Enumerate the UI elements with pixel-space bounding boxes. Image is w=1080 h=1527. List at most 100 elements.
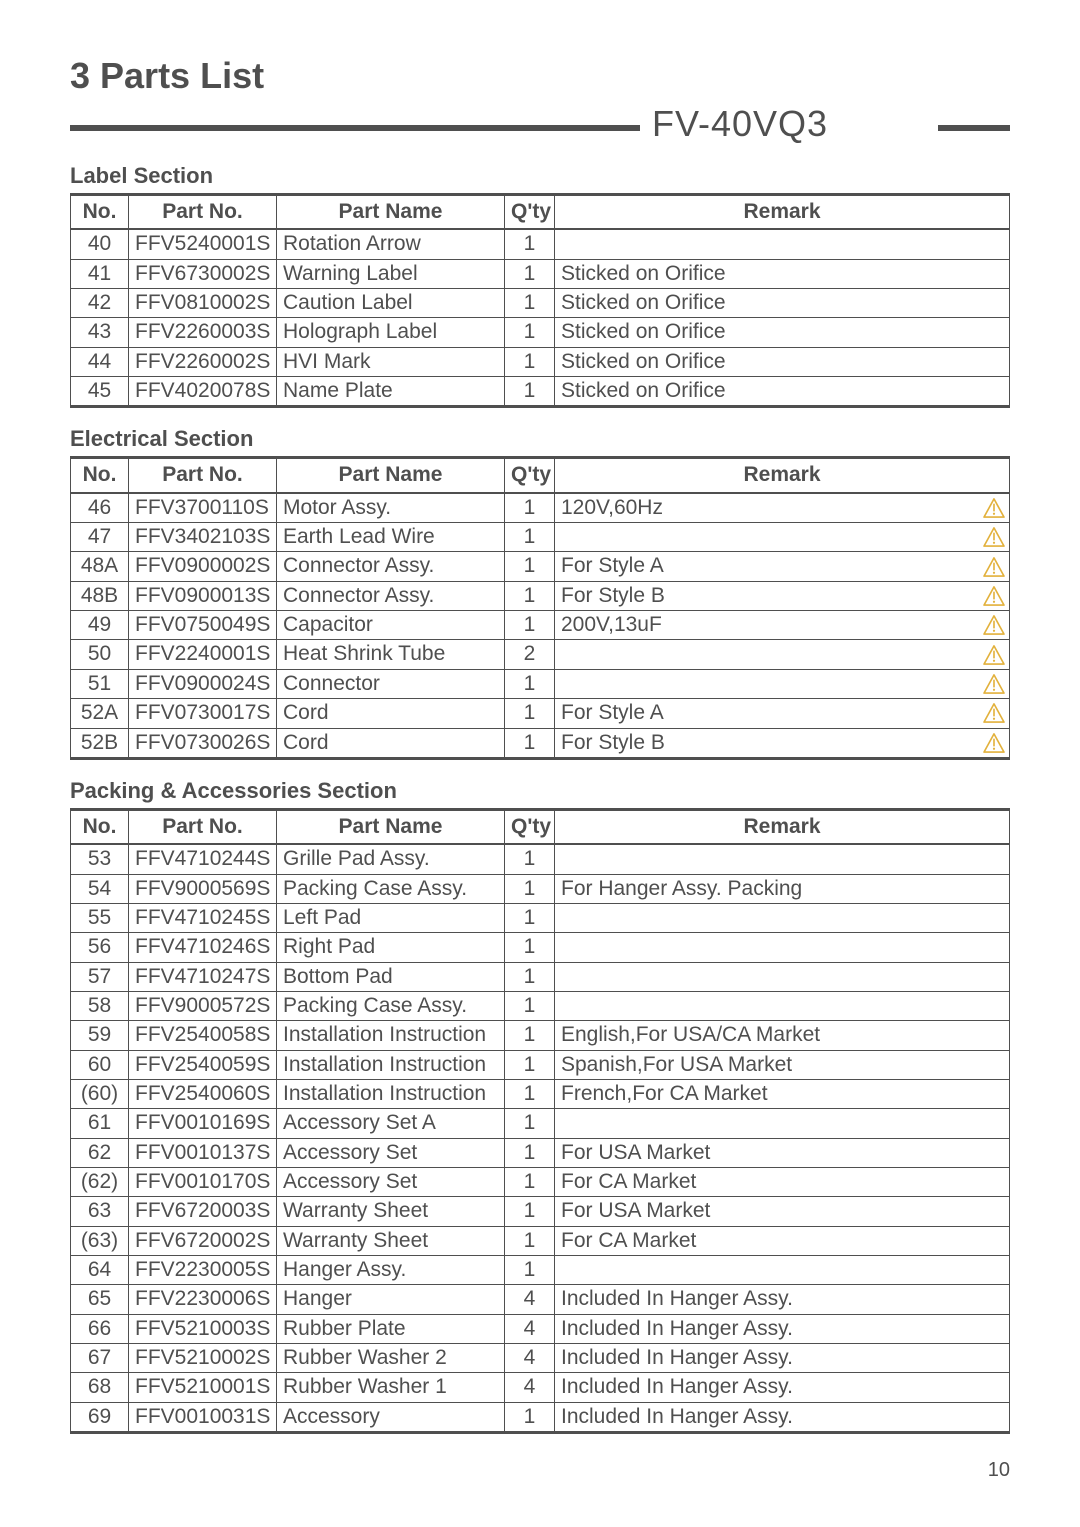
- table-row: 65 FFV2230006S Hanger 4 Included In Hang…: [71, 1285, 1010, 1314]
- cell-qty: 4: [505, 1314, 555, 1343]
- table-row: 68 FFV5210001S Rubber Washer 1 4 Include…: [71, 1373, 1010, 1402]
- col-name: Part Name: [277, 809, 505, 844]
- cell-no: 47: [71, 523, 129, 552]
- cell-qty: 1: [505, 611, 555, 640]
- table-row: 53 FFV4710244S Grille Pad Assy. 1: [71, 844, 1010, 874]
- cell-no: 44: [71, 347, 129, 376]
- cell-no: 68: [71, 1373, 129, 1402]
- cell-part-name: Connector Assy.: [277, 581, 505, 610]
- cell-part-name: Installation Instruction: [277, 1079, 505, 1108]
- cell-no: 42: [71, 289, 129, 318]
- cell-no: 57: [71, 962, 129, 991]
- col-name: Part Name: [277, 458, 505, 493]
- table-row: 57 FFV4710247S Bottom Pad 1: [71, 962, 1010, 991]
- cell-part-no: FFV2260003S: [129, 318, 277, 347]
- cell-part-name: Rubber Washer 2: [277, 1344, 505, 1373]
- cell-part-no: FFV4710245S: [129, 903, 277, 932]
- cell-qty: 1: [505, 1138, 555, 1167]
- col-pn: Part No.: [129, 195, 277, 230]
- parts-table: No. Part No. Part Name Q'ty Remark 46 FF…: [70, 456, 1010, 759]
- cell-remark: For USA Market: [555, 1138, 1010, 1167]
- cell-part-no: FFV2260002S: [129, 347, 277, 376]
- cell-qty: 1: [505, 933, 555, 962]
- cell-remark: Included In Hanger Assy.: [555, 1402, 1010, 1432]
- cell-no: 52B: [71, 728, 129, 758]
- cell-remark: [555, 844, 1010, 874]
- cell-part-name: Cord: [277, 699, 505, 728]
- cell-no: 41: [71, 259, 129, 288]
- cell-no: 58: [71, 991, 129, 1020]
- cell-remark: [555, 903, 1010, 932]
- cell-remark: For Style A: [555, 699, 1010, 728]
- col-remark: Remark: [555, 195, 1010, 230]
- cell-no: 51: [71, 669, 129, 698]
- cell-remark: [555, 523, 1010, 552]
- cell-no: 59: [71, 1021, 129, 1050]
- table-row: (60) FFV2540060S Installation Instructio…: [71, 1079, 1010, 1108]
- cell-remark: Sticked on Orifice: [555, 377, 1010, 407]
- cell-part-no: FFV0730017S: [129, 699, 277, 728]
- cell-part-no: FFV5210002S: [129, 1344, 277, 1373]
- cell-remark: Included In Hanger Assy.: [555, 1285, 1010, 1314]
- table-row: 47 FFV3402103S Earth Lead Wire 1: [71, 523, 1010, 552]
- parts-table: No. Part No. Part Name Q'ty Remark 40 FF…: [70, 193, 1010, 408]
- table-row: 52A FFV0730017S Cord 1 For Style A: [71, 699, 1010, 728]
- cell-part-no: FFV0010137S: [129, 1138, 277, 1167]
- cell-part-no: FFV9000572S: [129, 991, 277, 1020]
- warning-icon: [983, 527, 1005, 547]
- warning-icon: [983, 615, 1005, 635]
- cell-no: 53: [71, 844, 129, 874]
- table-row: 63 FFV6720003S Warranty Sheet 1 For USA …: [71, 1197, 1010, 1226]
- warning-icon: [983, 586, 1005, 606]
- cell-part-name: Right Pad: [277, 933, 505, 962]
- table-row: 42 FFV0810002S Caution Label 1 Sticked o…: [71, 289, 1010, 318]
- cell-remark: For CA Market: [555, 1226, 1010, 1255]
- cell-no: 54: [71, 874, 129, 903]
- cell-qty: 1: [505, 581, 555, 610]
- table-row: 40 FFV5240001S Rotation Arrow 1: [71, 229, 1010, 259]
- cell-no: 62: [71, 1138, 129, 1167]
- cell-remark: [555, 1256, 1010, 1285]
- cell-remark: For CA Market: [555, 1167, 1010, 1196]
- cell-part-name: Earth Lead Wire: [277, 523, 505, 552]
- cell-qty: 1: [505, 1197, 555, 1226]
- cell-part-name: Warranty Sheet: [277, 1226, 505, 1255]
- cell-part-no: FFV0730026S: [129, 728, 277, 758]
- cell-no: 63: [71, 1197, 129, 1226]
- cell-part-name: Warranty Sheet: [277, 1197, 505, 1226]
- cell-qty: 1: [505, 669, 555, 698]
- cell-part-name: Hanger: [277, 1285, 505, 1314]
- cell-remark: English,For USA/CA Market: [555, 1021, 1010, 1050]
- cell-part-name: Holograph Label: [277, 318, 505, 347]
- table-row: 54 FFV9000569S Packing Case Assy. 1 For …: [71, 874, 1010, 903]
- cell-no: 69: [71, 1402, 129, 1432]
- cell-no: 45: [71, 377, 129, 407]
- cell-remark: 200V,13uF: [555, 611, 1010, 640]
- table-row: 48A FFV0900002S Connector Assy. 1 For St…: [71, 552, 1010, 581]
- cell-qty: 1: [505, 1109, 555, 1138]
- cell-remark: 120V,60Hz: [555, 493, 1010, 523]
- cell-qty: 1: [505, 377, 555, 407]
- cell-qty: 1: [505, 874, 555, 903]
- cell-remark: [555, 933, 1010, 962]
- col-remark: Remark: [555, 458, 1010, 493]
- cell-no: (63): [71, 1226, 129, 1255]
- cell-part-no: FFV0750049S: [129, 611, 277, 640]
- cell-part-name: Rubber Washer 1: [277, 1373, 505, 1402]
- table-row: 44 FFV2260002S HVI Mark 1 Sticked on Ori…: [71, 347, 1010, 376]
- table-row: 61 FFV0010169S Accessory Set A 1: [71, 1109, 1010, 1138]
- cell-qty: 1: [505, 728, 555, 758]
- table-row: 67 FFV5210002S Rubber Washer 2 4 Include…: [71, 1344, 1010, 1373]
- cell-part-no: FFV2240001S: [129, 640, 277, 669]
- cell-remark: Included In Hanger Assy.: [555, 1344, 1010, 1373]
- col-no: No.: [71, 195, 129, 230]
- cell-qty: 1: [505, 903, 555, 932]
- cell-qty: 2: [505, 640, 555, 669]
- warning-icon: [983, 733, 1005, 753]
- page-title: 3 Parts List: [70, 55, 1010, 97]
- cell-part-no: FFV6720003S: [129, 1197, 277, 1226]
- warning-icon: [983, 645, 1005, 665]
- col-pn: Part No.: [129, 809, 277, 844]
- warning-icon: [983, 703, 1005, 723]
- cell-part-name: Accessory Set: [277, 1167, 505, 1196]
